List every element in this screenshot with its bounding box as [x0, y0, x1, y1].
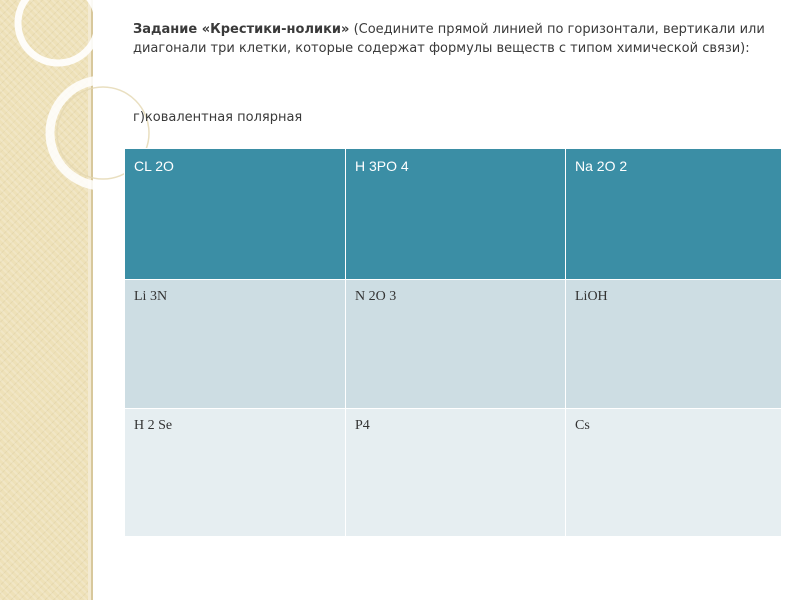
side-divider-dark [91, 0, 93, 600]
side-decoration-panel [0, 0, 88, 600]
table-cell: CL 2O [124, 148, 346, 280]
table-cell: H 2 Se [124, 408, 346, 537]
table-cell: Cs [565, 408, 782, 537]
table-row: H 2 Se P4 Cs [124, 408, 782, 537]
table-cell: P4 [345, 408, 566, 537]
table-cell: Li 3N [124, 279, 346, 409]
table-row: Li 3N N 2O 3 LiOH [124, 279, 782, 409]
task-heading: Задание «Крестики-нолики» (Соедините пря… [133, 20, 783, 58]
table-cell: LiOH [565, 279, 782, 409]
task-title: Задание «Крестики-нолики» [133, 22, 350, 37]
table-cell: N 2O 3 [345, 279, 566, 409]
task-instruction: (Соедините прямой линией по горизонтали,… [133, 22, 765, 56]
subtask-label: г)ковалентная полярная [133, 110, 303, 125]
decorative-rings [14, 0, 161, 191]
table-cell: H 3PO 4 [345, 148, 566, 280]
table-cell: Na 2O 2 [565, 148, 782, 280]
table-row: CL 2O H 3PO 4 Na 2O 2 [124, 148, 782, 280]
tic-tac-toe-table: CL 2O H 3PO 4 Na 2O 2 Li 3N N 2O 3 LiOH … [124, 148, 782, 537]
side-divider-light [88, 0, 91, 600]
